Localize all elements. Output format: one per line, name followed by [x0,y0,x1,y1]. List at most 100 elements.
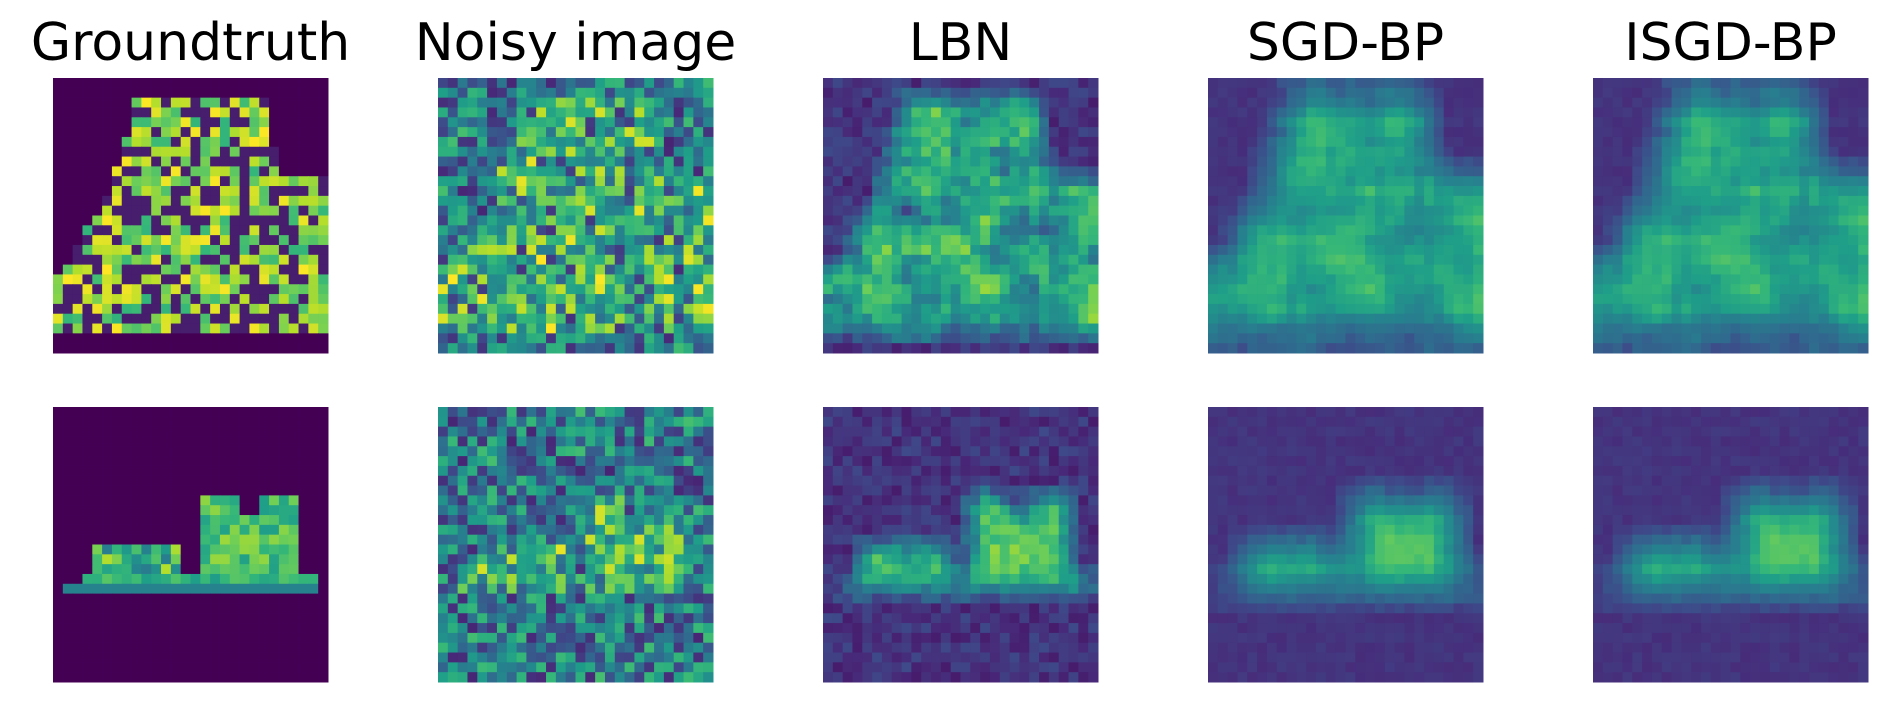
pixel [111,407,123,418]
pixel [239,475,250,487]
pixel [980,294,991,305]
pixel [288,303,300,315]
pixel [604,333,616,344]
pixel [999,313,1011,325]
pixel [487,323,498,334]
pixel [111,166,123,177]
pixel [506,176,518,187]
pixel [1355,195,1366,207]
pixel [1237,78,1248,89]
pixel [170,544,182,555]
pixel [1078,264,1089,275]
pixel [1473,235,1484,246]
pixel [1227,235,1238,246]
pixel [269,583,280,595]
pixel [921,264,932,275]
pixel [1355,274,1366,285]
pixel [891,186,903,197]
pixel [1789,274,1800,285]
pixel [1345,333,1356,344]
pixel [269,117,280,128]
pixel [1217,264,1229,275]
pixel [673,87,685,99]
pixel [1394,205,1405,216]
pixel [111,485,123,496]
pixel [1691,294,1702,305]
pixel [278,662,290,673]
pixel [1394,215,1405,226]
pixel [308,97,319,108]
pixel [170,623,182,634]
pixel [960,294,971,305]
pixel [1671,215,1682,226]
pixel [891,176,903,187]
pixel [151,323,162,334]
pixel [1710,176,1722,187]
pixel [1088,333,1099,344]
pixel [1257,294,1268,305]
pixel [1828,166,1840,177]
pixel [1424,156,1435,167]
pixel [872,97,883,108]
pixel [151,97,162,108]
pixel [467,323,478,334]
pixel [1257,97,1268,108]
pixel [1029,117,1040,128]
pixel [970,294,981,305]
pixel [1068,333,1079,344]
pixel [170,225,182,236]
pixel [881,146,893,158]
pixel [288,416,300,428]
pixel [1266,127,1278,138]
pixel [141,564,152,575]
pixel [210,524,221,536]
pixel [683,426,694,437]
pixel [1681,284,1692,295]
pixel [970,225,981,236]
pixel [1661,78,1673,89]
pixel [1088,225,1099,236]
pixel [1769,333,1781,344]
pixel [62,235,74,246]
pixel [487,195,498,207]
pixel [1068,313,1079,325]
pixel [1473,303,1484,315]
pixel [1759,323,1771,334]
pixel [624,313,635,325]
pixel [161,136,172,148]
pixel [1414,87,1425,99]
pixel [467,205,478,216]
pixel [1651,205,1663,216]
pixel [161,244,172,256]
pixel [259,623,270,634]
pixel [1068,97,1079,108]
pixel [931,294,942,305]
pixel [989,117,1001,128]
pixel [210,146,221,158]
pixel [318,284,329,295]
pixel [1424,303,1435,315]
pixel [575,294,586,305]
pixel [673,107,685,118]
pixel [161,485,172,496]
pixel [693,456,704,467]
pixel [683,475,694,487]
pixel [1671,156,1682,167]
pixel [1414,186,1425,197]
pixel [654,195,665,207]
pixel [259,87,270,99]
pixel [970,274,981,285]
pixel [999,215,1011,226]
pixel [53,294,64,305]
pixel [1691,166,1702,177]
pixel [1424,97,1435,108]
pixel [278,603,290,614]
pixel [210,662,221,673]
pixel [467,254,478,266]
pixel [121,456,133,467]
pixel [161,416,172,428]
pixel [1414,176,1425,187]
pixel [219,534,231,545]
pixel [1384,284,1396,295]
pixel [161,186,172,197]
